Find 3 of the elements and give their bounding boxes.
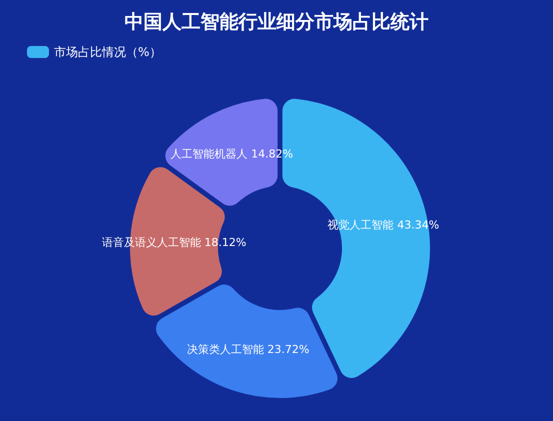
legend-label: 市场占比情况（%） [54,45,162,60]
chart-title: 中国人工智能行业细分市场占比统计 [124,11,428,33]
slice-label: 决策类人工智能 23.72% [186,342,310,356]
